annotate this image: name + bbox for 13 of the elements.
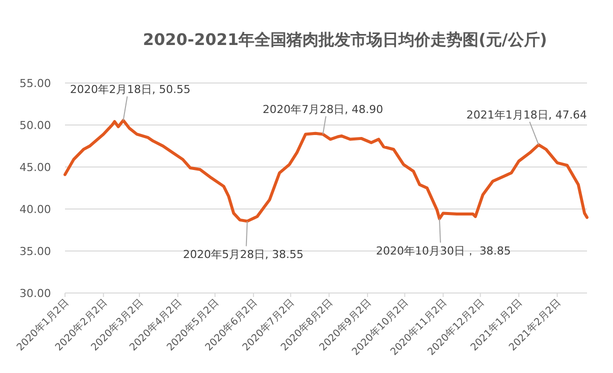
- annotation: 2020年7月28日, 48.90: [262, 103, 384, 116]
- line-series: [64, 118, 588, 223]
- y-tick-label: 40.00: [20, 202, 51, 216]
- y-tick-label: 35.00: [20, 244, 51, 258]
- y-tick-label: 55.00: [20, 76, 51, 90]
- y-tick-label: 30.00: [20, 286, 51, 300]
- annotation: 2020年2月18日, 50.55: [70, 83, 191, 96]
- annotation: 2020年10月30日， 38.85: [376, 244, 511, 258]
- y-tick-label: 50.00: [20, 118, 51, 132]
- chart-title: 2020-2021年全国猪肉批发市场日均价走势图(元/公斤): [142, 30, 548, 49]
- annotation: 2020年5月28日, 38.55: [183, 248, 304, 262]
- y-tick-label: 45.00: [20, 160, 51, 174]
- annotation: 2021年1月18日, 47.64: [466, 108, 587, 122]
